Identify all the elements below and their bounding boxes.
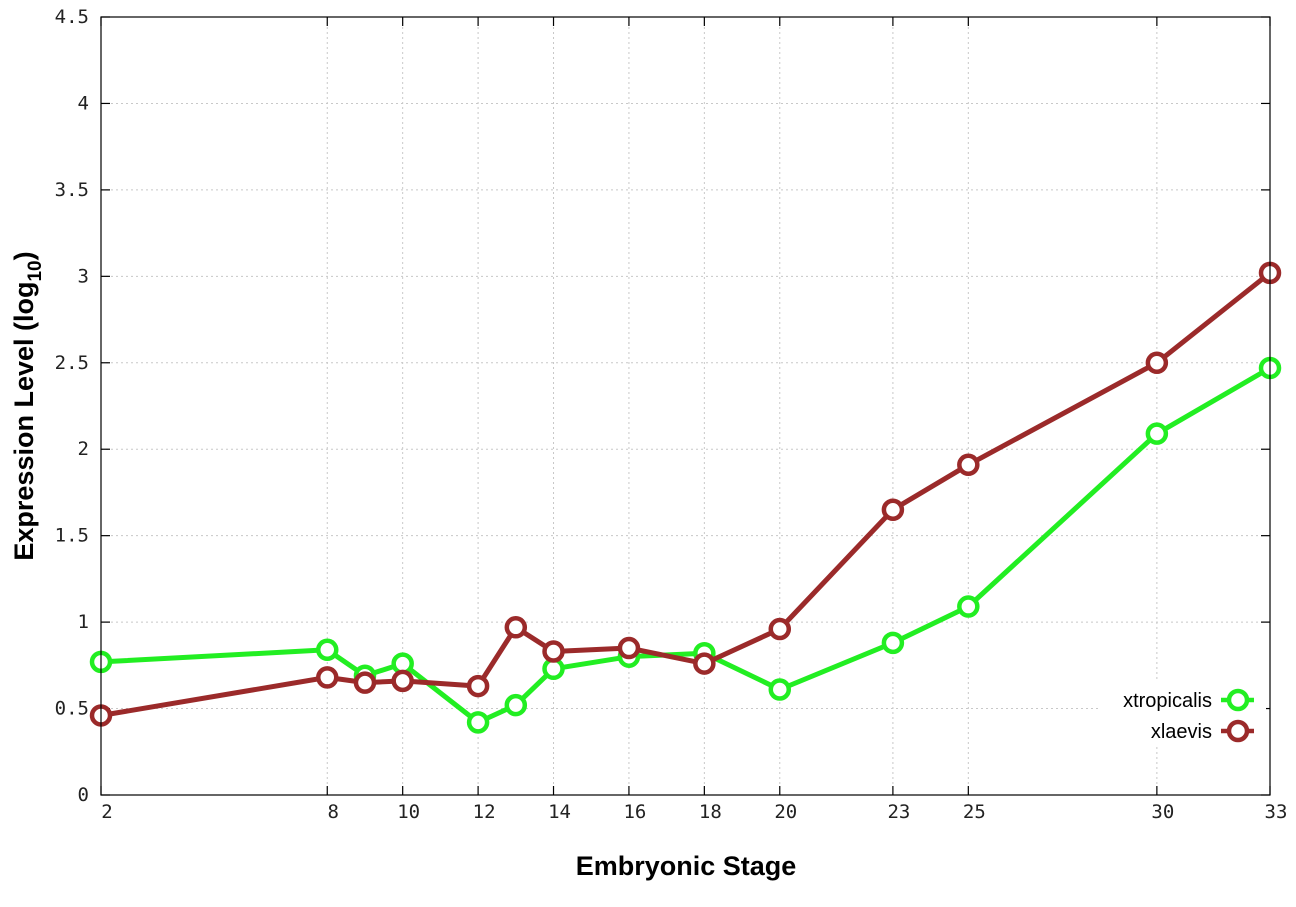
grid-lines	[101, 17, 1270, 795]
tick-labels: 0 0.5 1 1.5 2 2.5 3 3.5 4 4.5 2 8 10 12 14 16 18 20 23 25 30…	[55, 6, 1288, 823]
data-point-xlaevis	[391, 669, 414, 693]
data-point-xlaevis	[617, 636, 641, 660]
x-tick-label: 30	[1151, 801, 1174, 823]
y-axis-title-suffix: )	[9, 251, 39, 260]
legend-label-xtropicalis: xtropicalis	[1123, 690, 1212, 712]
x-tick-label: 23	[887, 801, 910, 823]
series-lines	[89, 261, 1282, 734]
y-tick-label: 3.5	[55, 179, 89, 201]
data-point-xlaevis	[881, 498, 905, 521]
x-tick-label: 16	[623, 801, 646, 823]
legend-marker-xtropicalis	[1226, 688, 1250, 712]
axis-ticks	[100, 16, 1271, 796]
data-point-xlaevis	[957, 453, 980, 477]
y-tick-label: 0	[78, 784, 89, 806]
y-tick-label: 1.5	[55, 525, 89, 547]
data-point-xtropicalis	[504, 693, 528, 717]
x-tick-label: 8	[328, 801, 339, 823]
x-tick-label: 18	[699, 801, 722, 823]
y-tick-label: 4.5	[55, 6, 89, 28]
data-point-xlaevis	[353, 671, 377, 694]
x-tick-label: 20	[774, 801, 797, 823]
y-axis-title-subscript: 10	[25, 260, 46, 281]
y-axis-title-main: Expression Level (log	[9, 282, 39, 561]
y-tick-label: 2	[78, 438, 89, 460]
data-point-xlaevis	[768, 617, 792, 641]
x-tick-label: 2	[101, 801, 112, 823]
plot-frame	[100, 16, 1271, 796]
x-tick-label: 33	[1265, 801, 1288, 823]
data-point-xtropicalis	[957, 595, 980, 618]
y-tick-label: 1	[78, 611, 89, 633]
data-point-xlaevis	[693, 652, 716, 675]
legend-label-xlaevis: xlaevis	[1151, 721, 1212, 743]
series-line-xlaevis	[100, 270, 1272, 718]
data-point-xlaevis	[316, 666, 339, 689]
data-point-xtropicalis	[881, 631, 905, 655]
data-point-xtropicalis	[1145, 422, 1169, 445]
legend: xtropicalis xlaevis	[1098, 682, 1266, 746]
y-tick-label: 3	[78, 265, 89, 287]
data-point-xtropicalis	[466, 711, 490, 734]
y-tick-label: 0.5	[55, 698, 89, 720]
x-tick-label: 14	[548, 801, 571, 823]
x-axis-title: Embryonic Stage	[576, 851, 797, 881]
data-point-xlaevis	[466, 674, 490, 698]
data-point-xlaevis	[504, 616, 528, 639]
y-tick-label: 4	[78, 92, 89, 114]
data-point-xlaevis	[1145, 351, 1169, 375]
y-axis-title: Expression Level (log10)	[9, 251, 46, 560]
x-tick-label: 25	[963, 801, 986, 823]
series-line-xtropicalis	[100, 365, 1272, 725]
data-point-xlaevis	[542, 640, 565, 663]
x-tick-label: 12	[473, 801, 496, 823]
legend-marker-xlaevis	[1226, 719, 1250, 743]
y-tick-label: 2.5	[55, 352, 89, 374]
data-point-xtropicalis	[316, 638, 339, 662]
x-tick-label: 10	[397, 801, 420, 823]
data-point-xtropicalis	[768, 678, 792, 701]
